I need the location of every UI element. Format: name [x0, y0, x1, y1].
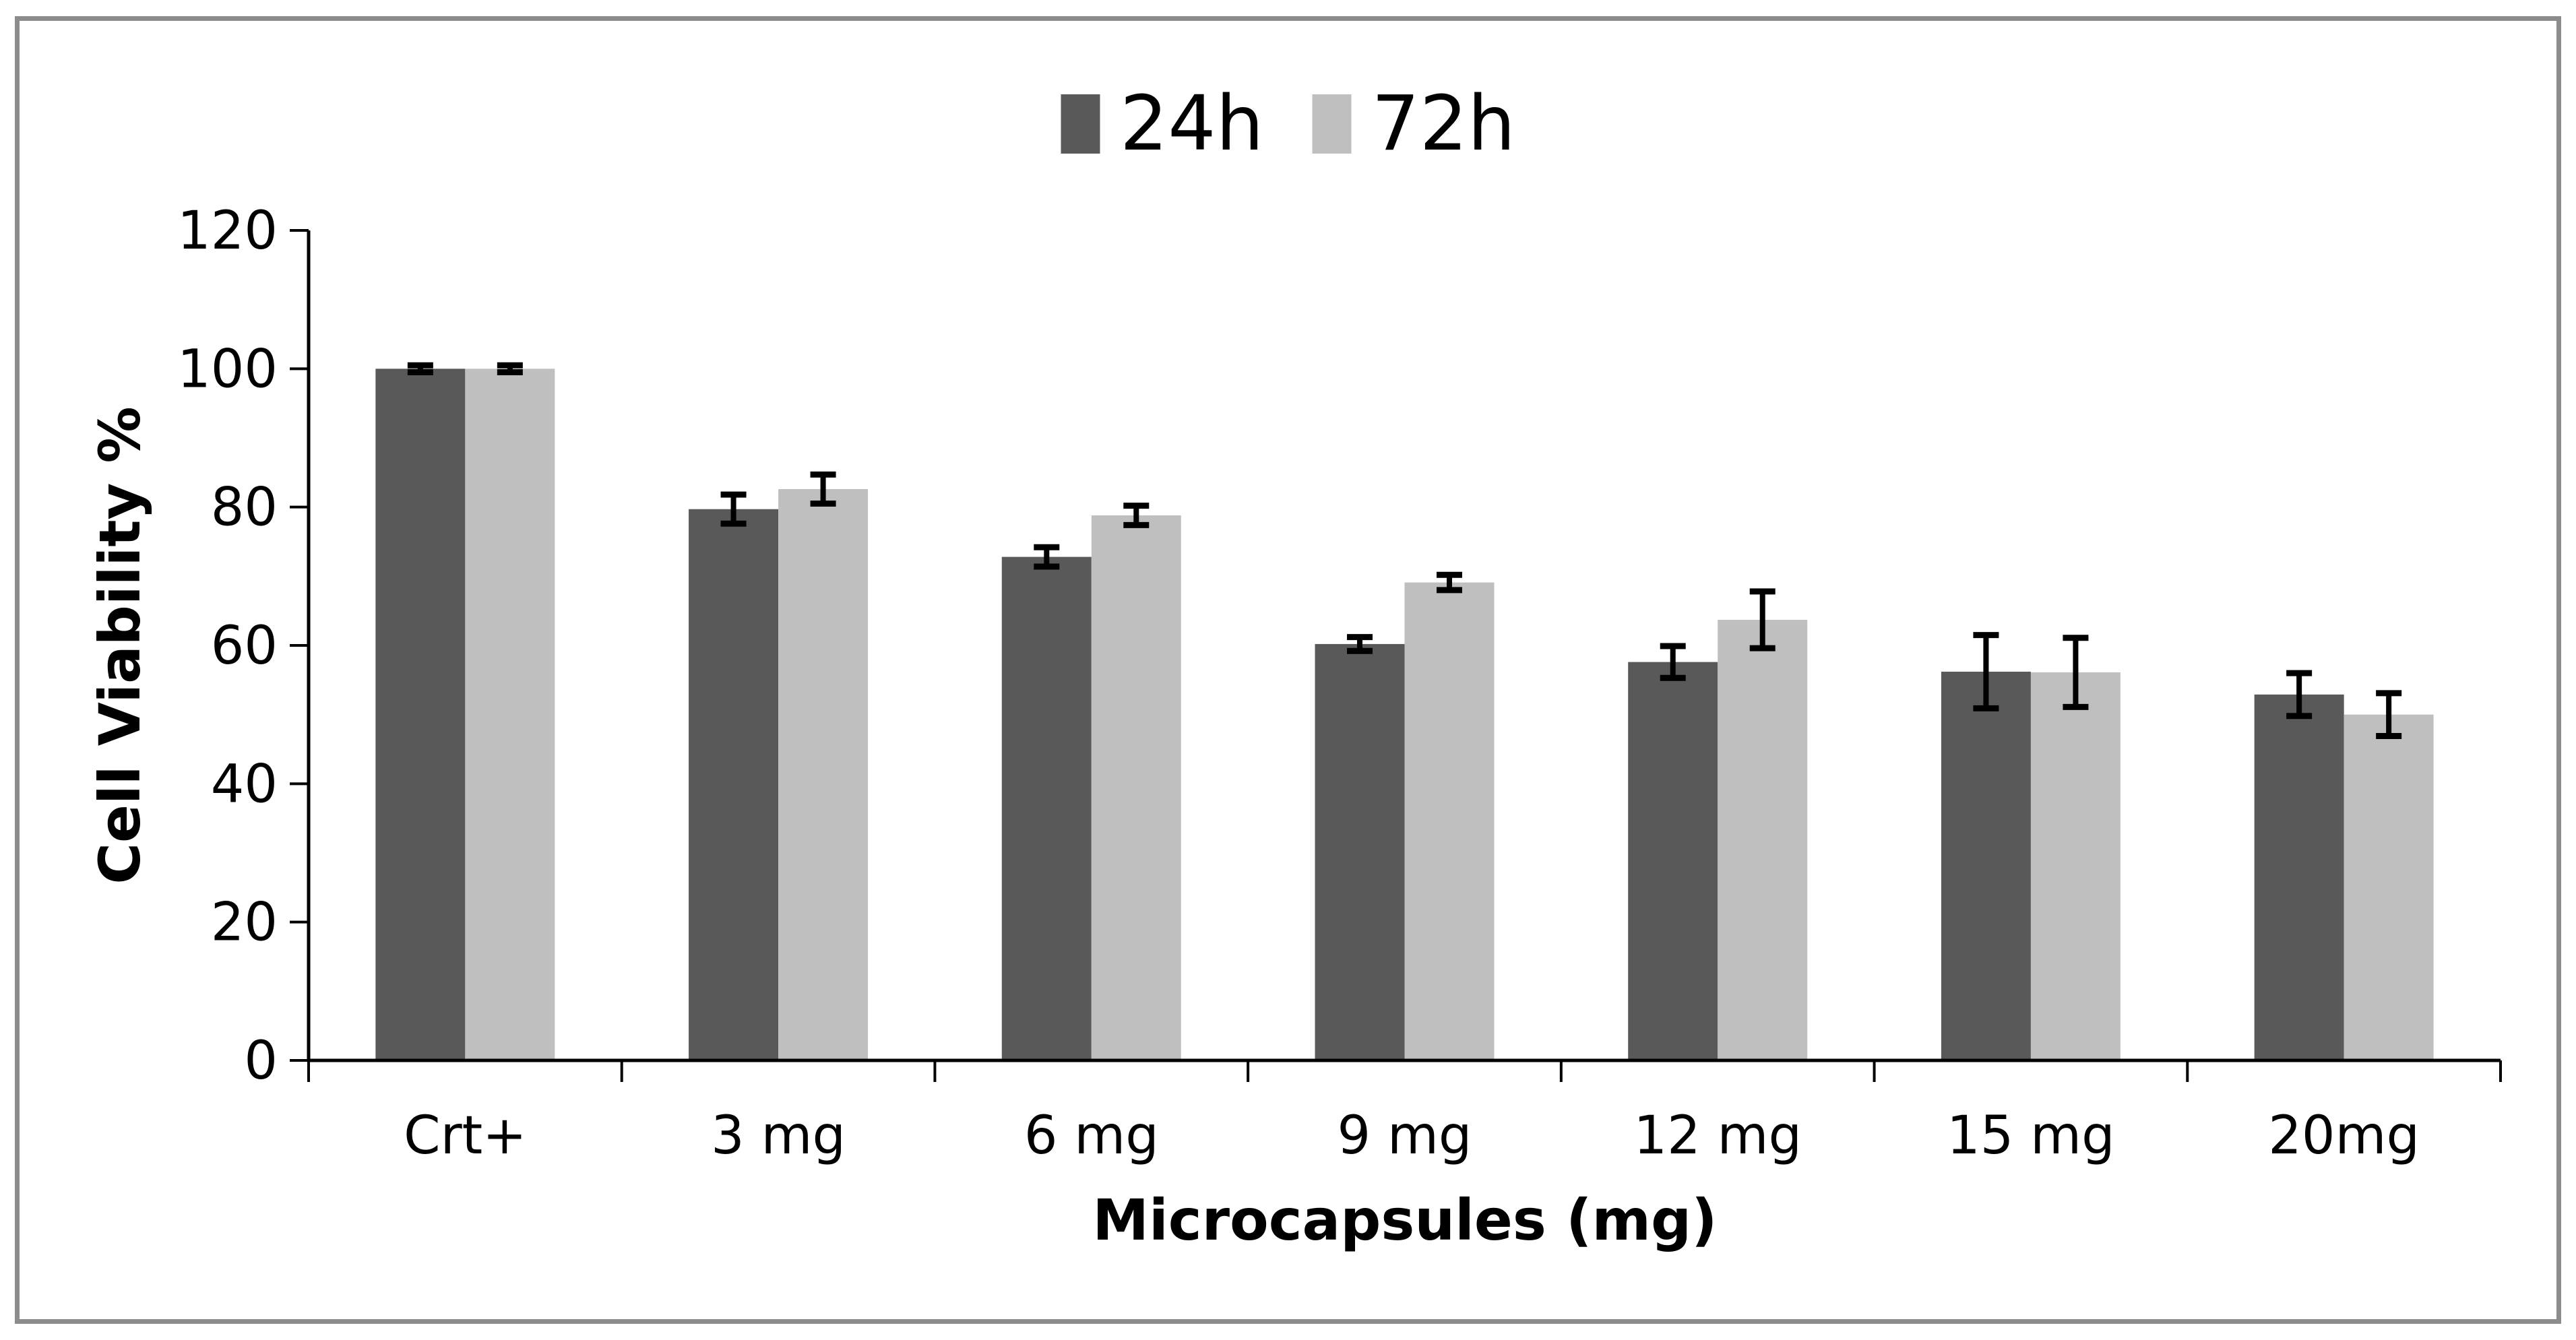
bar-24h-9 mg [1315, 643, 1405, 1060]
legend-label: 24h [1120, 80, 1264, 168]
bar-24h-15 mg [1941, 672, 2031, 1060]
bar-72h-Crt+ [465, 369, 555, 1061]
bar-24h-6 mg [1001, 556, 1092, 1060]
x-axis-tick-label: 15 mg [1947, 1106, 2115, 1166]
bar-24h-20mg [2254, 694, 2344, 1060]
legend-swatch-24h [1061, 94, 1100, 154]
y-axis-tick-label: 40 [211, 754, 278, 815]
y-axis-title: Cell Viability % [87, 406, 153, 885]
y-axis-tick-label: 20 [211, 893, 278, 953]
y-axis-tick-label: 120 [177, 201, 278, 261]
x-axis-tick-label: 6 mg [1024, 1106, 1159, 1166]
x-axis-tick-label: 9 mg [1338, 1106, 1472, 1166]
y-axis-tick-label: 100 [177, 339, 278, 400]
bar-24h-3 mg [689, 509, 779, 1060]
y-axis-tick-label: 0 [244, 1031, 278, 1091]
chart-legend: 24h 72h [1061, 86, 1515, 162]
legend-label: 72h [1371, 80, 1516, 168]
x-axis-tick-label: 3 mg [711, 1106, 846, 1166]
x-axis-title: Microcapsules (mg) [1092, 1187, 1718, 1253]
bar-72h-6 mg [1091, 515, 1181, 1060]
x-axis-tick-label: 12 mg [1633, 1106, 1802, 1166]
figure-border [15, 16, 2561, 1324]
legend-swatch-72h [1312, 94, 1352, 154]
bar-24h-Crt+ [375, 369, 466, 1061]
y-axis-tick-label: 80 [211, 478, 278, 538]
x-axis-tick-label: Crt+ [404, 1106, 526, 1166]
y-axis-tick-label: 60 [211, 616, 278, 676]
legend-item-72h: 72h [1312, 80, 1516, 168]
bar-72h-20mg [2344, 714, 2434, 1060]
x-axis-tick-label: 20mg [2268, 1106, 2420, 1166]
bar-72h-12 mg [1718, 620, 1808, 1060]
bar-72h-9 mg [1404, 582, 1495, 1060]
bar-72h-15 mg [2030, 672, 2121, 1060]
legend-item-24h: 24h [1061, 86, 1264, 162]
bar-24h-12 mg [1628, 662, 1718, 1060]
bar-72h-3 mg [778, 488, 869, 1060]
